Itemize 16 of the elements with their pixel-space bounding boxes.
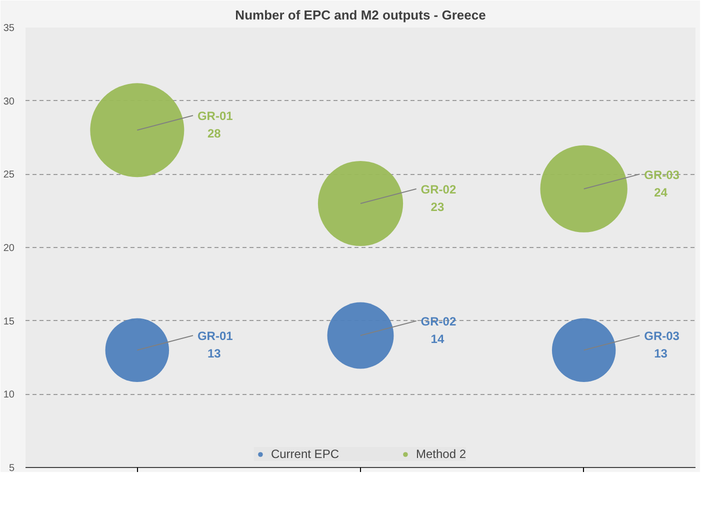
data-label: GR-01 13 <box>197 329 234 361</box>
y-tick-label: 30 <box>3 96 15 108</box>
y-tick-label: 15 <box>3 316 15 328</box>
data-label: GR-01 28 <box>197 109 234 141</box>
y-tick-label: 25 <box>3 170 15 181</box>
y-tick-label: 5 <box>8 463 15 474</box>
legend-label: Current EPC <box>270 447 339 461</box>
data-label: GR-02 14 <box>420 314 456 346</box>
data-label: GR-02 23 <box>420 182 456 214</box>
y-tick-label: 10 <box>3 390 15 401</box>
legend-label: Method 2 <box>416 447 466 461</box>
data-label: GR-03 13 <box>644 329 680 361</box>
chart-title: Number of EPC and M2 outputs - Greece <box>235 8 486 22</box>
data-label: GR-03 24 <box>644 168 680 200</box>
y-tick-label: 20 <box>3 243 15 254</box>
y-tick-label: 35 <box>3 23 15 34</box>
